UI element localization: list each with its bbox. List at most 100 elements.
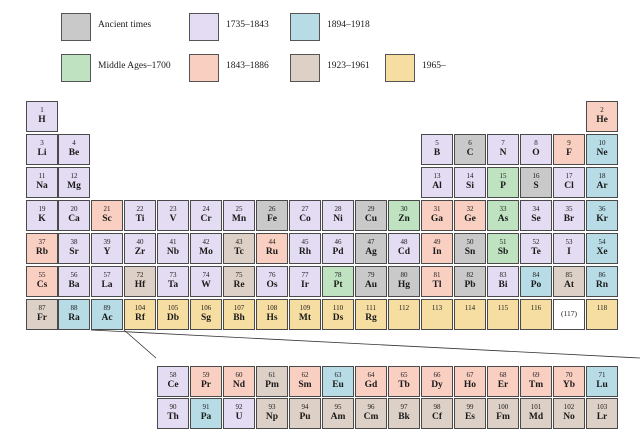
atomic-number: 99 (466, 403, 474, 411)
atomic-number: 14 (466, 172, 474, 180)
element-symbol: Si (466, 181, 474, 191)
atomic-number: 69 (532, 371, 540, 379)
element-cell: 90 Th (157, 398, 189, 429)
element-cell: 41 Nb (157, 233, 189, 264)
element-symbol: Fr (36, 313, 48, 323)
element-cell: 92 U (223, 398, 255, 429)
element-symbol: Sn (464, 247, 476, 257)
element-cell: 3 Li (26, 134, 58, 165)
atomic-number: 50 (466, 238, 474, 246)
element-cell: 63 Eu (322, 366, 354, 397)
atomic-number: 108 (266, 304, 278, 312)
element-cell: 31 Ga (421, 200, 453, 231)
atomic-number: 48 (400, 238, 408, 246)
element-symbol: Na (36, 181, 48, 191)
element-cell: 19 K (26, 200, 58, 231)
element-cell: 10 Ne (586, 134, 618, 165)
element-cell: 18 Ar (586, 167, 618, 198)
legend-label: Ancient times (98, 20, 152, 30)
element-symbol: At (563, 280, 575, 290)
element-cell: 114 (454, 299, 486, 330)
atomic-number: 107 (233, 304, 245, 312)
element-symbol: Fm (496, 412, 510, 422)
atomic-number: 4 (72, 139, 76, 147)
atomic-number: 104 (134, 304, 146, 312)
element-cell: 45 Rh (289, 233, 321, 264)
element-cell: 77 Ir (289, 266, 321, 297)
atomic-number: 53 (565, 238, 573, 246)
element-symbol: Zr (134, 247, 146, 257)
element-cell: 115 (487, 299, 519, 330)
element-cell: 113 (421, 299, 453, 330)
element-cell: 44 Ru (256, 233, 288, 264)
atomic-number: 6 (468, 139, 472, 147)
element-symbol: Ba (68, 280, 80, 290)
atomic-number: 100 (497, 403, 509, 411)
atomic-number: 5 (435, 139, 439, 147)
element-symbol: Ga (430, 214, 444, 224)
atomic-number: 22 (136, 205, 144, 213)
atomic-number: 56 (70, 271, 78, 279)
atomic-number: 52 (532, 238, 540, 246)
atomic-number: 71 (598, 371, 606, 379)
atomic-number: 90 (169, 403, 177, 411)
atomic-number: 66 (433, 371, 441, 379)
element-symbol: Cs (36, 280, 48, 290)
legend-label: 1894–1918 (327, 20, 370, 30)
atomic-number: 45 (301, 238, 309, 246)
atomic-number: 23 (169, 205, 177, 213)
element-cell: 4 Be (58, 134, 90, 165)
atomic-number: 62 (301, 371, 309, 379)
atomic-number: 8 (534, 139, 538, 147)
element-cell: 93 Np (256, 398, 288, 429)
atomic-number: 116 (530, 304, 542, 312)
element-cell: 68 Er (487, 366, 519, 397)
atomic-number: 59 (202, 371, 210, 379)
element-symbol: Po (530, 280, 542, 290)
element-cell: 48 Cd (388, 233, 420, 264)
element-cell: 60 Nd (223, 366, 255, 397)
atomic-number: 98 (433, 403, 441, 411)
atomic-number: 9 (567, 139, 571, 147)
atomic-number: 55 (38, 271, 46, 279)
element-cell: 64 Gd (355, 366, 387, 397)
element-symbol: V (169, 214, 177, 224)
element-symbol: Pm (265, 380, 279, 390)
atomic-number: 105 (167, 304, 179, 312)
atomic-number: 7 (501, 139, 505, 147)
atomic-number: 24 (202, 205, 210, 213)
atomic-number: 73 (169, 271, 177, 279)
atomic-number: 72 (136, 271, 144, 279)
element-cell: 95 Am (322, 398, 354, 429)
element-cell: 20 Ca (58, 200, 90, 231)
element-symbol: No (563, 412, 575, 422)
element-cell: 49 In (421, 233, 453, 264)
element-cell: 84 Po (520, 266, 552, 297)
atomic-number: 102 (563, 403, 575, 411)
atomic-number: 21 (103, 205, 111, 213)
element-cell: 98 Cf (421, 398, 453, 429)
element-cell: 51 Sb (487, 233, 519, 264)
element-symbol: Ir (301, 280, 309, 290)
element-symbol: Pr (200, 380, 212, 390)
element-cell: 29 Cu (355, 200, 387, 231)
element-cell: 35 Br (553, 200, 585, 231)
element-symbol: Th (167, 412, 179, 422)
atomic-number: 111 (366, 304, 376, 312)
element-cell: 76 Os (256, 266, 288, 297)
legend-swatch (61, 54, 91, 82)
atomic-number: 115 (497, 304, 509, 312)
element-cell: (117) (553, 299, 585, 330)
element-cell: 100 Fm (487, 398, 519, 429)
atomic-number: 28 (334, 205, 342, 213)
element-symbol: Sc (102, 214, 112, 224)
element-symbol: Ru (265, 247, 279, 257)
atomic-number: 97 (400, 403, 408, 411)
atomic-number: 51 (499, 238, 507, 246)
element-cell: 73 Ta (157, 266, 189, 297)
element-symbol: Np (265, 412, 279, 422)
atomic-number: 81 (433, 271, 441, 279)
atomic-number: 91 (202, 403, 210, 411)
